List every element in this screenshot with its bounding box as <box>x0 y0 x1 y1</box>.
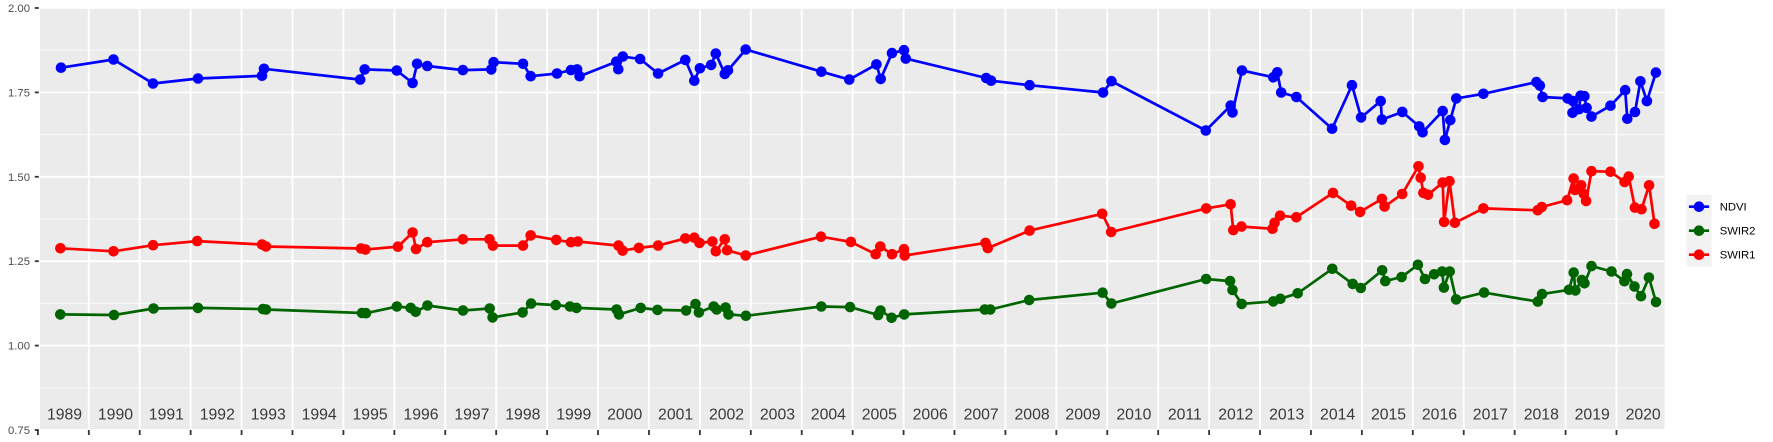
svg-text:2001: 2001 <box>658 407 693 424</box>
svg-text:1989: 1989 <box>47 407 82 424</box>
svg-text:1.75: 1.75 <box>8 87 30 99</box>
svg-text:2020: 2020 <box>1626 407 1661 424</box>
svg-text:2007: 2007 <box>964 407 999 424</box>
svg-text:1994: 1994 <box>302 407 337 424</box>
svg-text:2012: 2012 <box>1218 407 1253 424</box>
svg-text:2003: 2003 <box>760 407 795 424</box>
svg-text:2010: 2010 <box>1116 407 1151 424</box>
svg-text:2008: 2008 <box>1015 407 1050 424</box>
svg-text:2002: 2002 <box>709 407 744 424</box>
svg-text:1.00: 1.00 <box>8 341 30 353</box>
svg-text:1.50: 1.50 <box>8 172 30 184</box>
svg-text:SWIR2: SWIR2 <box>1720 226 1756 238</box>
svg-text:1995: 1995 <box>353 407 388 424</box>
svg-text:1993: 1993 <box>251 407 286 424</box>
svg-text:NDVI: NDVI <box>1720 202 1747 214</box>
svg-text:2005: 2005 <box>862 407 897 424</box>
svg-text:1991: 1991 <box>149 407 184 424</box>
svg-text:2013: 2013 <box>1269 407 1304 424</box>
svg-text:2011: 2011 <box>1168 407 1202 424</box>
svg-text:2018: 2018 <box>1524 407 1559 424</box>
svg-text:1998: 1998 <box>505 407 540 424</box>
svg-text:2017: 2017 <box>1473 407 1508 424</box>
svg-text:2014: 2014 <box>1320 407 1355 424</box>
svg-text:2.00: 2.00 <box>8 3 30 15</box>
svg-text:1.25: 1.25 <box>8 256 30 268</box>
svg-text:1996: 1996 <box>403 407 438 424</box>
svg-text:2006: 2006 <box>913 407 948 424</box>
svg-text:1992: 1992 <box>200 407 235 424</box>
svg-text:2016: 2016 <box>1422 407 1457 424</box>
svg-text:SWIR1: SWIR1 <box>1720 250 1756 262</box>
svg-text:1999: 1999 <box>556 407 591 424</box>
svg-text:1990: 1990 <box>98 407 133 424</box>
svg-text:2000: 2000 <box>607 407 642 424</box>
svg-text:2015: 2015 <box>1371 407 1406 424</box>
svg-text:2019: 2019 <box>1575 407 1610 424</box>
svg-text:2004: 2004 <box>811 407 846 424</box>
svg-text:2009: 2009 <box>1065 407 1100 424</box>
svg-text:0.75: 0.75 <box>8 425 30 437</box>
svg-text:1997: 1997 <box>454 407 489 424</box>
